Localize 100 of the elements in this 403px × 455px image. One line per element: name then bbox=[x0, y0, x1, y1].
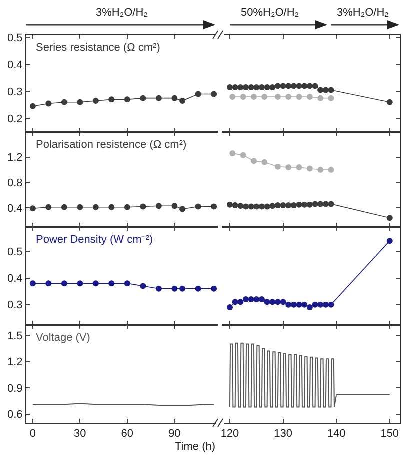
point bbox=[270, 203, 276, 210]
point bbox=[262, 159, 268, 166]
point bbox=[328, 201, 334, 208]
point bbox=[248, 204, 254, 210]
point bbox=[242, 296, 249, 302]
y-tick-label: 0.8 bbox=[8, 178, 23, 190]
point bbox=[296, 302, 302, 308]
text: 3%H₂O/H₂ bbox=[96, 7, 148, 19]
point bbox=[156, 95, 162, 102]
point bbox=[254, 296, 260, 302]
point bbox=[302, 83, 308, 90]
point bbox=[230, 94, 236, 100]
point bbox=[274, 299, 281, 306]
y-tick-label: 1.2 bbox=[8, 152, 23, 164]
x-tick-label: 90 bbox=[168, 428, 181, 440]
point bbox=[286, 164, 292, 170]
point bbox=[318, 95, 324, 102]
point bbox=[286, 83, 292, 90]
point bbox=[232, 84, 238, 91]
point bbox=[286, 94, 292, 100]
point bbox=[306, 166, 313, 172]
point bbox=[302, 202, 308, 208]
point bbox=[30, 103, 36, 110]
point bbox=[296, 83, 302, 90]
point bbox=[312, 201, 318, 208]
x-tick-label: 30 bbox=[74, 428, 86, 440]
point bbox=[248, 296, 254, 302]
y-tick-label: 0.2 bbox=[8, 113, 23, 126]
x-tick-label: 60 bbox=[121, 428, 134, 440]
point bbox=[242, 204, 249, 210]
y-tick-label: 0.6 bbox=[8, 409, 23, 422]
x-tick-label: 150 bbox=[380, 428, 400, 440]
point bbox=[322, 201, 329, 208]
y-tick-label: 0.3 bbox=[8, 86, 23, 98]
point bbox=[318, 167, 324, 173]
point bbox=[226, 202, 233, 208]
point bbox=[61, 99, 68, 106]
point bbox=[232, 299, 238, 306]
point bbox=[108, 96, 115, 103]
point bbox=[286, 302, 292, 308]
point bbox=[92, 98, 99, 104]
x-tick-label: 140 bbox=[327, 428, 346, 440]
point bbox=[306, 202, 313, 208]
point bbox=[312, 83, 318, 90]
point bbox=[270, 84, 276, 91]
point bbox=[140, 95, 146, 102]
point bbox=[264, 84, 270, 91]
point bbox=[211, 91, 218, 98]
point bbox=[386, 238, 393, 244]
x-tick-label: 130 bbox=[274, 428, 292, 440]
point bbox=[328, 167, 334, 173]
point bbox=[328, 302, 334, 308]
text: 50%H₂O/H₂ bbox=[241, 7, 300, 19]
point bbox=[238, 203, 244, 210]
point bbox=[250, 158, 257, 164]
text: Power Density (W cm⁻²) bbox=[36, 234, 154, 246]
point bbox=[306, 83, 313, 90]
point bbox=[280, 299, 286, 306]
point bbox=[230, 150, 236, 157]
text: 3%H₂O/H₂ bbox=[337, 7, 389, 19]
point bbox=[242, 84, 249, 91]
point bbox=[254, 84, 260, 91]
point bbox=[312, 302, 318, 308]
point bbox=[296, 164, 302, 170]
point bbox=[280, 202, 286, 208]
point bbox=[264, 299, 270, 306]
y-tick-label: 0.5 bbox=[8, 32, 23, 45]
point bbox=[264, 204, 270, 210]
point bbox=[254, 204, 260, 210]
y-tick-label: 0.4 bbox=[8, 273, 23, 286]
point bbox=[274, 94, 281, 100]
point bbox=[280, 83, 286, 90]
x-tick-label: 120 bbox=[220, 428, 240, 440]
y-tick-label: 0.3 bbox=[8, 300, 23, 312]
point bbox=[258, 84, 265, 91]
point bbox=[262, 94, 268, 100]
point bbox=[250, 94, 257, 100]
point bbox=[258, 296, 265, 302]
text: Voltage (V) bbox=[36, 332, 90, 344]
point bbox=[195, 91, 202, 98]
y-tick-label: 1.5 bbox=[8, 330, 23, 342]
point bbox=[240, 94, 246, 100]
text: Polarisation resistence (Ω cm²) bbox=[36, 139, 187, 151]
point bbox=[306, 94, 313, 100]
point bbox=[286, 202, 292, 208]
x-axis-title: Time (h) bbox=[175, 441, 216, 453]
point bbox=[290, 302, 297, 308]
point bbox=[248, 84, 254, 91]
point bbox=[124, 96, 130, 103]
y-tick-label: 0.9 bbox=[8, 382, 23, 395]
point bbox=[290, 83, 297, 90]
point bbox=[322, 87, 329, 94]
x-tick-label: 0 bbox=[30, 428, 36, 440]
point bbox=[172, 95, 178, 102]
point bbox=[46, 100, 52, 107]
y-tick-label: 0.4 bbox=[8, 202, 23, 215]
point bbox=[274, 164, 281, 170]
point bbox=[238, 299, 244, 306]
point bbox=[296, 94, 302, 100]
point bbox=[386, 99, 393, 106]
